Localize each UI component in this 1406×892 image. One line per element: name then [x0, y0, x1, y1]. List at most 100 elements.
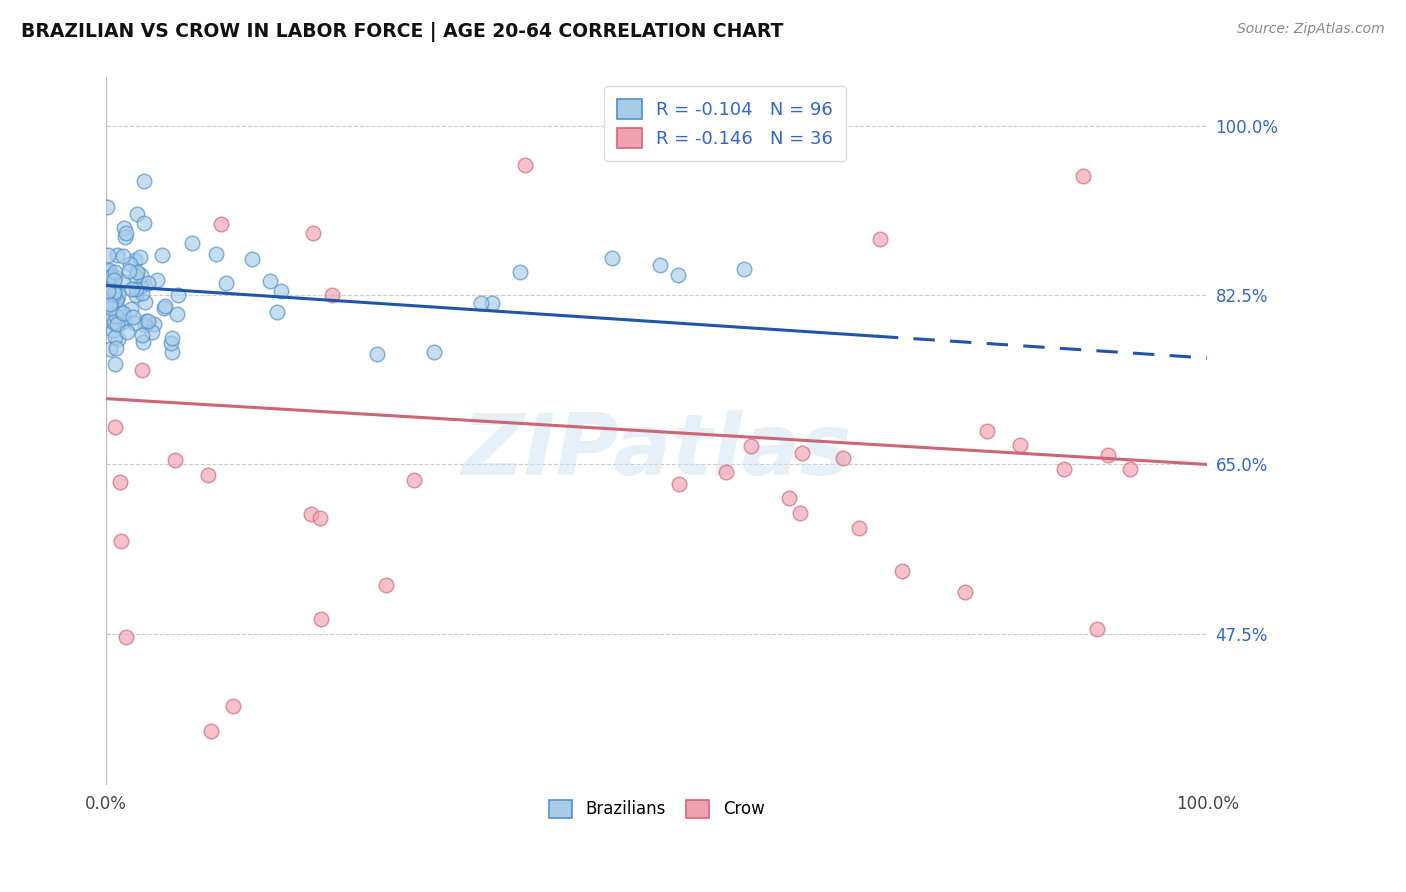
Point	[105, 318, 128, 332]
Point	[112, 220, 135, 235]
Point	[470, 296, 492, 310]
Point	[115, 630, 138, 644]
Point	[97, 262, 120, 277]
Point	[222, 699, 245, 714]
Point	[107, 288, 129, 302]
Point	[114, 229, 136, 244]
Point	[891, 564, 914, 578]
Point	[131, 327, 153, 342]
Point	[1053, 462, 1076, 476]
Point	[666, 268, 689, 282]
Point	[107, 317, 129, 331]
Point	[127, 207, 149, 221]
Point	[100, 268, 122, 283]
Point	[125, 282, 148, 296]
Point	[134, 294, 156, 309]
Point	[97, 264, 120, 278]
Point	[131, 285, 153, 300]
Point	[366, 346, 388, 360]
Point	[197, 468, 219, 483]
Point	[125, 268, 148, 283]
Point	[129, 280, 152, 294]
Point	[110, 534, 132, 549]
Point	[270, 284, 292, 298]
Point	[200, 723, 222, 738]
Point	[104, 265, 127, 279]
Point	[790, 446, 813, 460]
Point	[1097, 448, 1119, 462]
Point	[302, 227, 325, 241]
Point	[105, 248, 128, 262]
Point	[181, 236, 204, 251]
Point	[103, 315, 125, 329]
Point	[103, 316, 125, 330]
Point	[104, 270, 127, 285]
Point	[100, 301, 122, 316]
Point	[869, 232, 891, 246]
Point	[215, 276, 238, 290]
Point	[112, 249, 135, 263]
Point	[602, 251, 624, 265]
Point	[136, 277, 159, 291]
Point	[107, 332, 129, 346]
Point	[423, 345, 446, 359]
Point	[136, 314, 159, 328]
Point	[97, 272, 120, 286]
Point	[111, 274, 134, 288]
Point	[848, 521, 870, 535]
Point	[242, 252, 264, 266]
Point	[125, 288, 148, 302]
Point	[153, 301, 176, 315]
Point	[103, 285, 125, 299]
Point	[104, 309, 127, 323]
Point	[97, 248, 120, 262]
Point	[112, 314, 135, 328]
Point	[100, 343, 122, 357]
Point	[100, 270, 122, 285]
Point	[789, 506, 811, 520]
Point	[129, 268, 152, 282]
Point	[308, 510, 330, 524]
Point	[166, 287, 188, 301]
Point	[163, 453, 186, 467]
Point	[124, 253, 146, 268]
Point	[132, 174, 155, 188]
Point	[97, 292, 120, 306]
Point	[1008, 438, 1031, 452]
Point	[129, 278, 152, 293]
Point	[97, 313, 120, 327]
Point	[205, 246, 228, 260]
Point	[104, 329, 127, 343]
Point	[740, 439, 762, 453]
Point	[209, 217, 232, 231]
Point	[108, 475, 131, 489]
Point	[162, 344, 184, 359]
Point	[98, 296, 121, 310]
Point	[153, 299, 176, 313]
Text: BRAZILIAN VS CROW IN LABOR FORCE | AGE 20-64 CORRELATION CHART: BRAZILIAN VS CROW IN LABOR FORCE | AGE 2…	[21, 22, 783, 42]
Point	[976, 424, 998, 438]
Point	[120, 257, 142, 271]
Point	[96, 200, 118, 214]
Point	[103, 287, 125, 301]
Point	[135, 314, 157, 328]
Point	[513, 157, 536, 171]
Point	[104, 420, 127, 434]
Point	[118, 263, 141, 277]
Point	[104, 358, 127, 372]
Point	[121, 282, 143, 296]
Point	[832, 451, 855, 466]
Point	[481, 295, 503, 310]
Point	[259, 273, 281, 287]
Point	[129, 250, 152, 264]
Text: Source: ZipAtlas.com: Source: ZipAtlas.com	[1237, 22, 1385, 37]
Point	[141, 325, 163, 339]
Point	[142, 317, 165, 331]
Point	[114, 226, 136, 240]
Point	[160, 331, 183, 345]
Point	[309, 612, 332, 626]
Point	[714, 465, 737, 479]
Point	[115, 325, 138, 339]
Point	[101, 323, 124, 337]
Point	[668, 477, 690, 491]
